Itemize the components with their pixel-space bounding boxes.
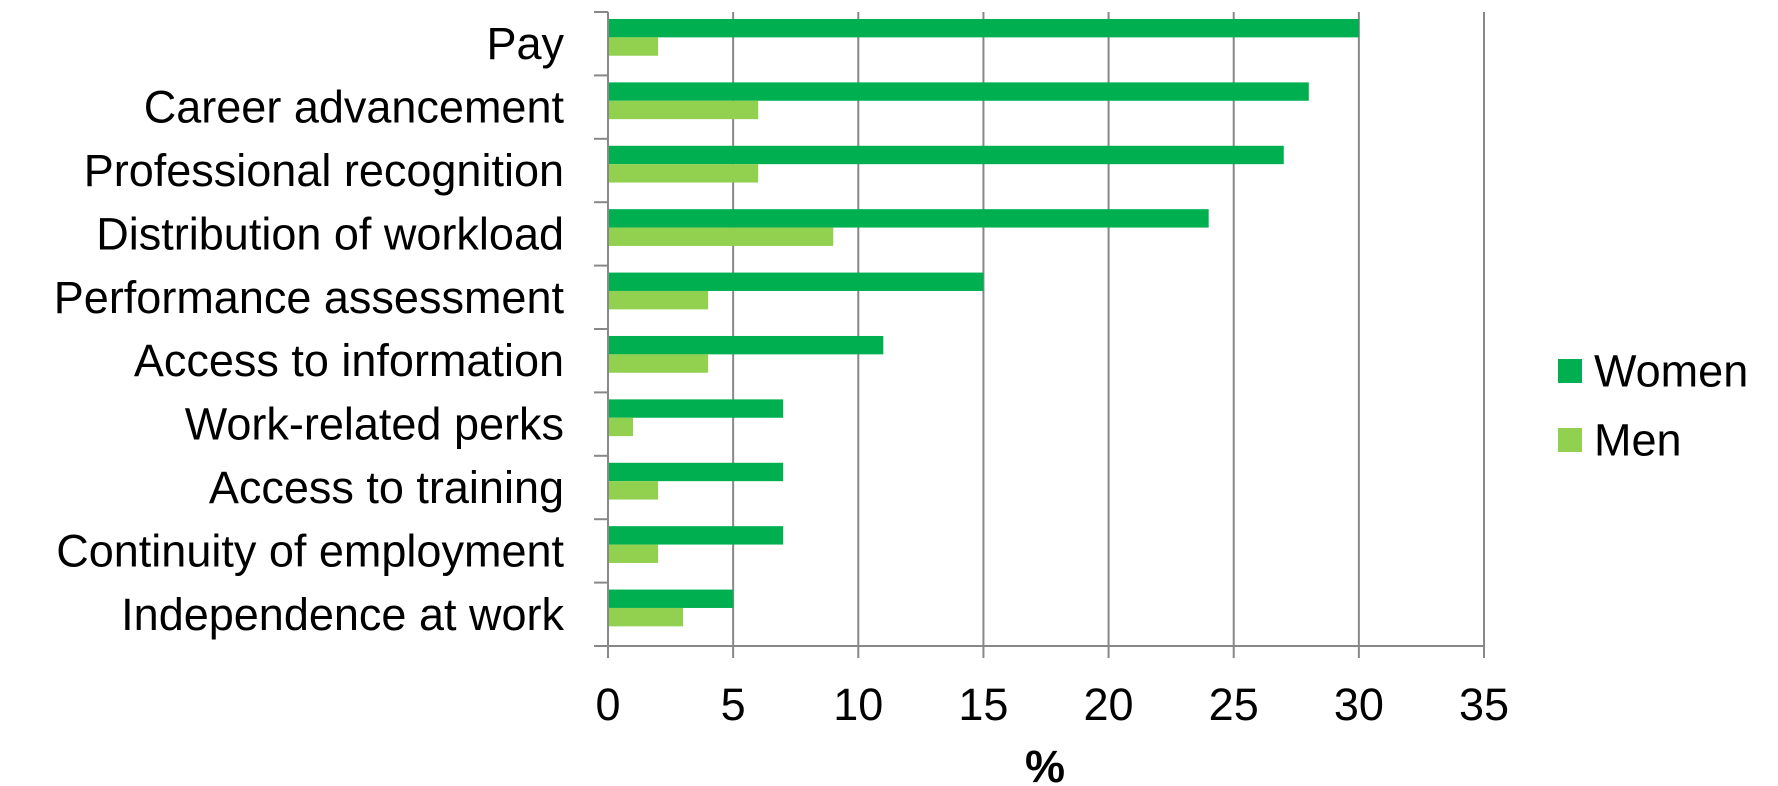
bar-women-5: [608, 335, 884, 355]
bar-women-7: [608, 462, 784, 482]
category-label-1: Career advancement: [144, 82, 565, 133]
legend-label-women: Women: [1594, 346, 1748, 397]
gridlines: [732, 12, 1485, 646]
bar-men-0: [608, 37, 659, 56]
axes: [594, 11, 1485, 658]
x-tick-label-6: 30: [1334, 679, 1384, 730]
category-label-9: Independence at work: [121, 589, 564, 640]
bar-men-3: [608, 227, 834, 246]
legend-label-men: Men: [1594, 415, 1682, 466]
category-labels: Pay Career advancement Professional recogn…: [54, 18, 565, 640]
x-tick-label-7: 35: [1459, 679, 1509, 730]
x-axis-title: %: [1025, 741, 1065, 786]
legend-swatch-women: [1558, 359, 1582, 383]
category-label-4: Performance assessment: [54, 272, 565, 323]
bar-men-8: [608, 544, 659, 563]
x-tick-label-2: 10: [833, 679, 883, 730]
x-tick-label-5: 25: [1209, 679, 1259, 730]
bar-women-6: [608, 399, 784, 418]
bar-men-7: [608, 481, 659, 500]
bar-women-8: [608, 526, 784, 545]
category-label-5: Access to information: [134, 335, 564, 386]
category-label-2: Professional recognition: [84, 145, 564, 196]
category-label-6: Work-related perks: [185, 399, 564, 450]
x-tick-label-3: 15: [958, 679, 1008, 730]
bar-women-4: [608, 272, 984, 291]
x-tick-labels: 0 5 10 15 20 25 30 35: [595, 679, 1509, 730]
bar-men-4: [608, 290, 709, 310]
bar-men-2: [608, 164, 759, 183]
bar-men-1: [608, 100, 759, 120]
bar-women-9: [608, 589, 734, 608]
category-label-0: Pay: [486, 18, 564, 69]
legend-swatch-men: [1558, 428, 1582, 452]
x-tick-label-4: 20: [1084, 679, 1134, 730]
x-tick-label-0: 0: [595, 679, 620, 730]
bars: [608, 18, 1359, 627]
bar-women-0: [608, 18, 1359, 38]
legend: Women Men: [1558, 346, 1748, 466]
bar-men-9: [608, 607, 684, 627]
bar-women-1: [608, 82, 1309, 101]
bar-women-2: [608, 145, 1284, 165]
bar-women-3: [608, 209, 1209, 228]
bar-men-5: [608, 354, 709, 373]
x-tick-label-1: 5: [721, 679, 746, 730]
category-label-7: Access to training: [209, 462, 564, 513]
category-label-8: Continuity of employment: [56, 525, 564, 576]
bar-men-6: [608, 417, 634, 437]
category-label-3: Distribution of workload: [96, 208, 564, 259]
